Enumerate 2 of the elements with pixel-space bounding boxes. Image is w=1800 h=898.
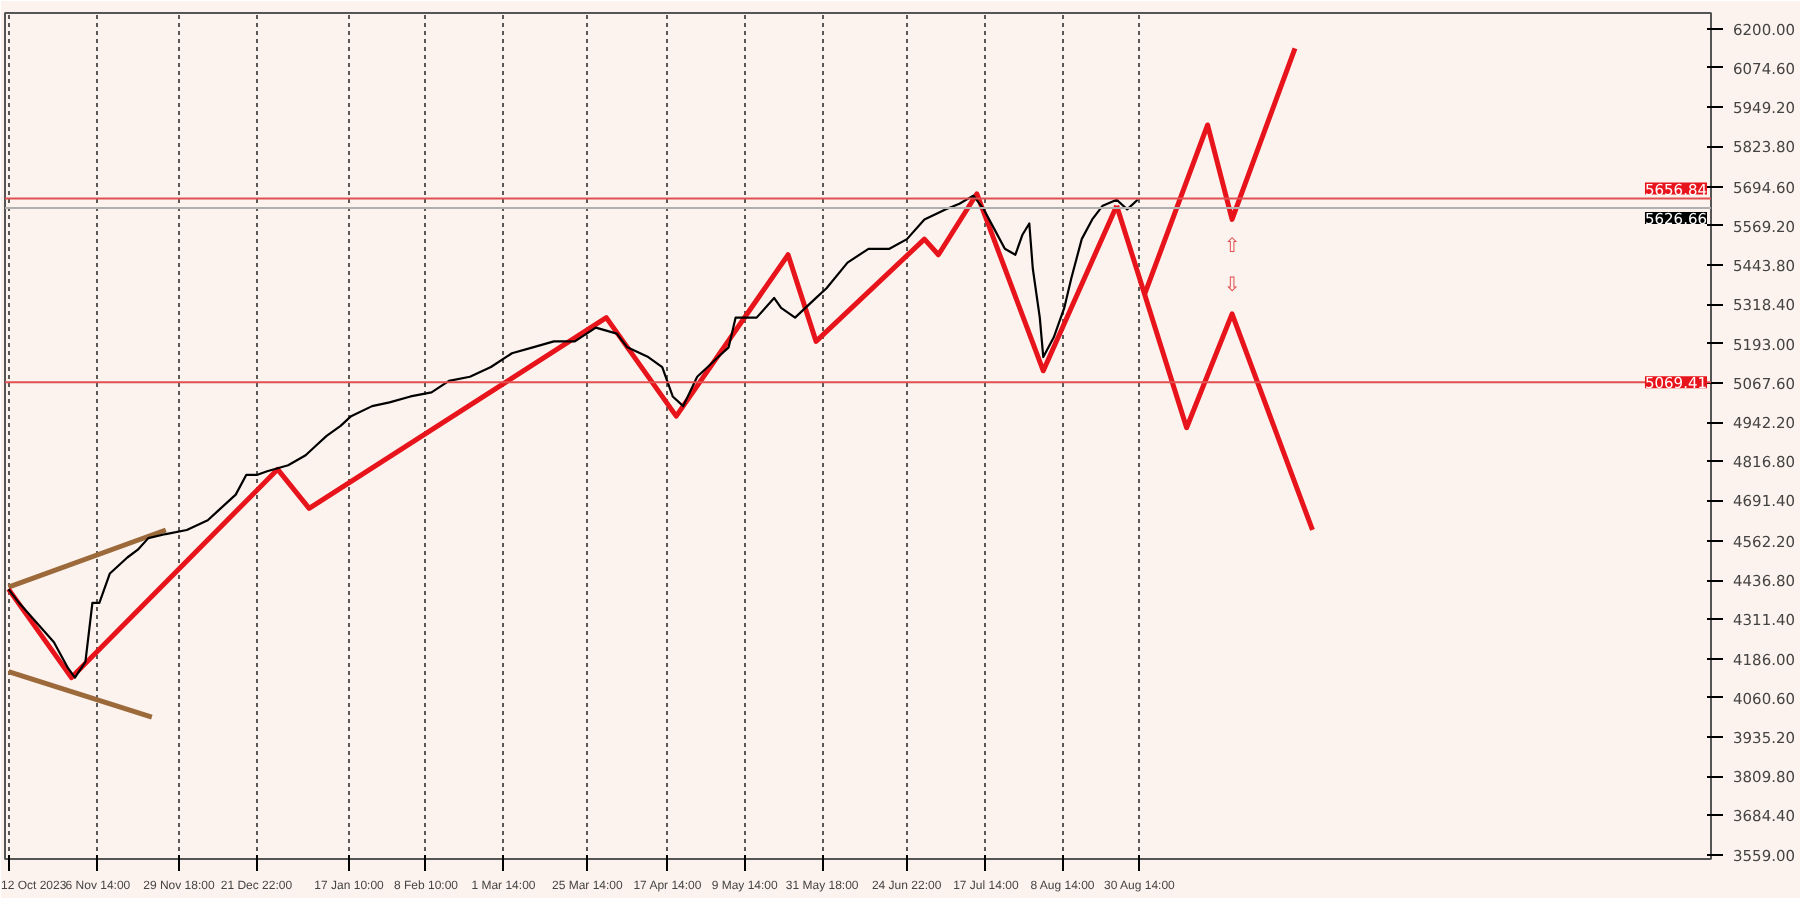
annotation: ⇧ bbox=[1223, 236, 1241, 259]
annotation: ⇩ bbox=[1223, 274, 1241, 297]
